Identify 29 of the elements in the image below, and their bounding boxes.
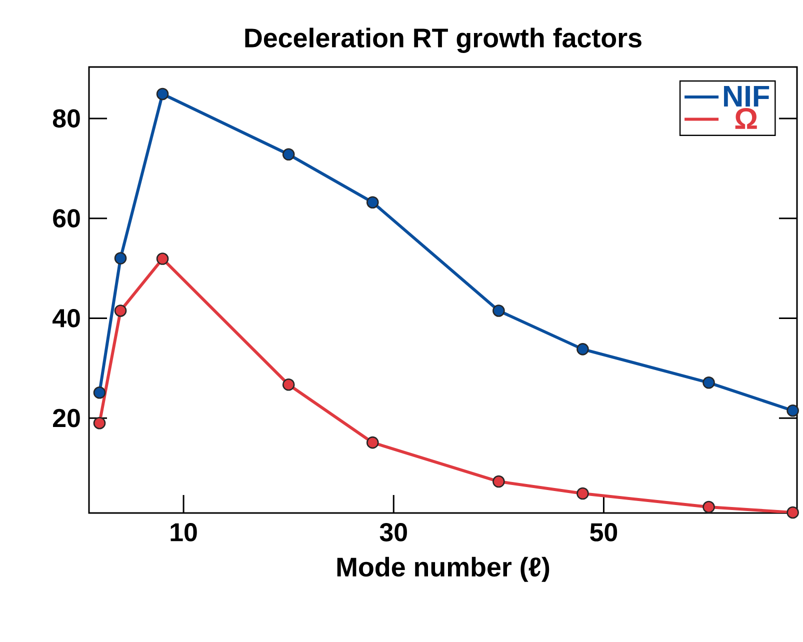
y-tick-label: 40	[52, 309, 80, 328]
x-tick-label: 10	[170, 523, 197, 542]
point	[576, 487, 589, 500]
point	[702, 500, 715, 514]
point	[702, 376, 715, 389]
x-axis-title: Mode number (ℓ)	[337, 556, 550, 582]
point	[282, 148, 295, 161]
point	[93, 416, 106, 430]
legend-label: Ω	[735, 108, 757, 129]
x-tick-label: 50	[590, 523, 618, 542]
y-tick-label: 80	[52, 109, 80, 128]
point	[492, 304, 505, 317]
y-tick-label: 20	[53, 408, 80, 428]
legend-label: NIF	[724, 86, 770, 107]
point	[366, 436, 379, 449]
point	[156, 88, 169, 100]
point	[282, 378, 295, 391]
y-tick-label: 60	[53, 209, 80, 228]
x-tick-label: 30	[380, 523, 407, 542]
point	[576, 343, 589, 356]
point	[786, 506, 799, 519]
point	[366, 196, 379, 208]
point	[114, 304, 127, 317]
point	[156, 252, 169, 265]
point	[492, 475, 505, 488]
chart-title: Deceleration RT growth factors	[245, 28, 642, 53]
point	[114, 252, 127, 264]
point	[93, 386, 106, 399]
point	[786, 404, 799, 417]
